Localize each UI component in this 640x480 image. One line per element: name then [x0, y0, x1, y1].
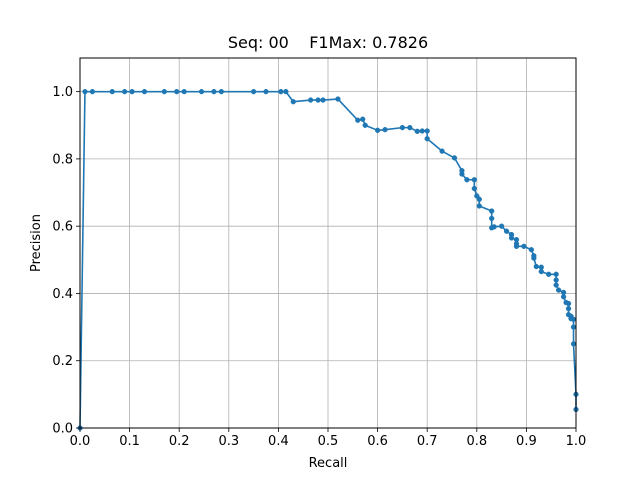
x-tick-label: 0.3: [218, 434, 239, 449]
data-point: [553, 271, 559, 277]
data-point: [141, 88, 148, 95]
data-point: [491, 224, 497, 230]
x-tick-label: 1.0: [566, 434, 587, 449]
data-point: [521, 243, 527, 250]
data-point: [476, 203, 482, 209]
data-point: [508, 235, 515, 241]
data-point: [335, 96, 341, 102]
data-point: [570, 324, 577, 330]
data-point: [553, 282, 559, 288]
data-point: [355, 117, 361, 123]
data-point: [533, 263, 539, 270]
data-point: [161, 88, 167, 95]
data-point: [565, 300, 572, 307]
data-point: [121, 88, 128, 95]
data-point: [503, 228, 510, 234]
y-tick-label: 0.8: [52, 152, 73, 167]
data-point: [424, 128, 430, 134]
data-point: [407, 124, 413, 131]
data-point: [250, 88, 257, 95]
x-tick-label: 0.9: [516, 434, 537, 449]
data-point: [560, 289, 567, 296]
x-tick-label: 0.7: [417, 434, 438, 449]
data-point: [464, 177, 470, 183]
data-point: [528, 247, 535, 253]
data-point: [424, 136, 430, 142]
data-point: [555, 287, 562, 293]
x-tick-label: 0.6: [367, 434, 388, 449]
data-point: [459, 171, 465, 177]
data-point: [570, 341, 577, 347]
data-point: [307, 97, 314, 103]
data-point: [531, 255, 537, 261]
data-point: [546, 271, 552, 277]
x-tick-label: 0.0: [70, 434, 91, 449]
data-point: [374, 127, 381, 133]
data-point: [553, 277, 559, 283]
y-tick-label: 0.6: [52, 220, 73, 235]
data-point: [570, 316, 577, 323]
data-point: [129, 88, 135, 95]
data-point: [439, 148, 445, 154]
x-tick-label: 0.5: [318, 434, 339, 449]
data-point: [399, 124, 406, 131]
data-point: [290, 99, 296, 105]
data-point: [560, 294, 567, 300]
data-point: [263, 88, 269, 95]
x-tick-label: 0.1: [119, 434, 140, 449]
y-tick-label: 0.4: [52, 287, 73, 302]
data-series: [77, 88, 579, 431]
data-point: [89, 88, 96, 95]
data-point: [315, 97, 321, 103]
data-point: [498, 223, 505, 229]
data-point: [489, 208, 495, 214]
data-point: [211, 88, 217, 95]
data-point: [565, 305, 572, 312]
data-point: [538, 268, 544, 275]
chart-title: Seq: 00 F1Max: 0.7826: [228, 33, 428, 52]
x-tick-label: 0.4: [268, 434, 289, 449]
data-point: [451, 155, 458, 161]
data-point: [278, 88, 284, 95]
data-point: [283, 88, 289, 95]
y-tick-label: 1.0: [52, 85, 73, 100]
data-point: [218, 88, 225, 95]
data-point: [320, 97, 326, 103]
data-point: [471, 185, 477, 192]
x-tick-label: 0.2: [169, 434, 190, 449]
data-point: [538, 264, 544, 270]
data-point: [382, 126, 388, 133]
data-point: [419, 128, 425, 134]
data-point: [181, 88, 187, 95]
data-point: [476, 196, 482, 202]
data-point: [362, 122, 368, 128]
data-point: [174, 88, 180, 95]
axis-ticks: 0.0 0.1 0.2 0.3 0.4 0.5 0.6 0.7 0.8 0.9 1.0 0.0 0.2 0…: [52, 85, 586, 449]
y-tick-label: 0.2: [52, 354, 73, 369]
data-point: [513, 243, 520, 250]
x-tick-label: 0.8: [466, 434, 487, 449]
data-point: [489, 215, 495, 222]
data-point: [471, 177, 477, 183]
data-point: [82, 88, 88, 95]
data-point: [414, 128, 420, 134]
x-axis-label: Recall: [309, 456, 348, 471]
data-point: [109, 88, 115, 95]
y-axis-label: Precision: [29, 214, 44, 272]
data-point: [360, 116, 366, 122]
y-tick-label: 0.0: [52, 422, 73, 437]
data-point: [198, 88, 205, 95]
